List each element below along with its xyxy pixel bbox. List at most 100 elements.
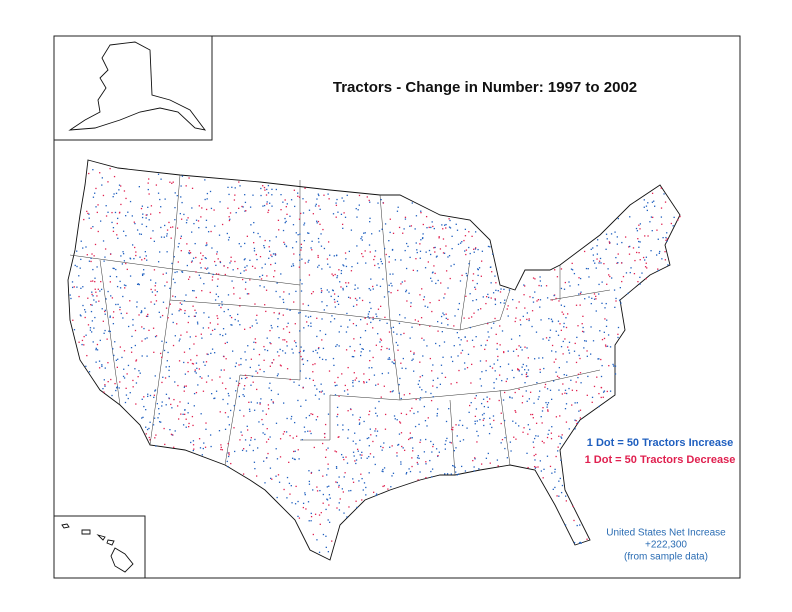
dot — [404, 280, 406, 282]
dot — [480, 385, 483, 387]
dot — [316, 198, 318, 200]
dot — [546, 406, 548, 408]
dot — [89, 327, 92, 329]
dot — [398, 226, 401, 229]
dot — [415, 242, 417, 244]
dot — [305, 315, 307, 317]
dot — [392, 390, 394, 392]
dot — [325, 359, 327, 361]
dot — [241, 449, 244, 452]
dot — [273, 312, 275, 314]
dot — [250, 401, 252, 403]
dot — [409, 410, 411, 412]
dot — [198, 205, 200, 207]
dot — [161, 405, 163, 407]
dot — [150, 288, 152, 291]
dot — [253, 341, 255, 343]
dot — [278, 312, 281, 314]
dot — [204, 198, 206, 201]
dot — [318, 398, 320, 400]
dot — [312, 379, 314, 381]
dot — [560, 345, 563, 348]
dot — [254, 467, 256, 470]
dot — [481, 414, 484, 416]
dot — [86, 254, 88, 256]
dot — [419, 257, 421, 259]
dot — [544, 386, 546, 388]
dot — [361, 454, 363, 456]
dot — [406, 300, 408, 302]
dot — [335, 451, 338, 453]
dot — [93, 299, 95, 301]
dot — [369, 217, 371, 219]
dot — [220, 448, 222, 451]
dots — [69, 167, 681, 553]
dot — [141, 326, 143, 328]
dot — [576, 402, 578, 404]
dot — [482, 296, 484, 298]
dot — [111, 211, 113, 214]
dot — [170, 226, 172, 229]
dot — [280, 273, 282, 275]
dot — [476, 282, 478, 285]
dot — [239, 297, 241, 299]
dot — [535, 453, 537, 456]
dot — [207, 327, 210, 329]
dot — [227, 452, 229, 454]
dot — [397, 349, 399, 351]
dot — [165, 366, 167, 368]
dot — [546, 436, 549, 439]
dot — [526, 312, 529, 314]
dot — [618, 299, 621, 301]
dot — [119, 308, 121, 311]
dot — [639, 241, 641, 243]
dot — [485, 296, 488, 298]
dot — [533, 465, 536, 468]
dot — [476, 430, 478, 433]
dot — [207, 353, 209, 356]
dot — [322, 475, 324, 477]
dot — [155, 445, 157, 447]
dot — [250, 384, 252, 386]
dot — [215, 273, 218, 275]
dot — [186, 243, 188, 245]
dot — [310, 413, 312, 415]
dot — [232, 269, 234, 271]
dot — [383, 247, 386, 250]
dot — [465, 249, 468, 251]
dot — [316, 352, 319, 354]
dot — [366, 196, 368, 198]
dot — [319, 356, 321, 359]
dot — [609, 275, 611, 278]
dot — [427, 261, 429, 263]
dot — [422, 299, 425, 301]
dot — [147, 313, 149, 316]
dot — [245, 210, 247, 212]
dot — [203, 312, 205, 314]
dot — [381, 449, 383, 451]
dot — [569, 285, 571, 287]
dot — [195, 296, 197, 299]
dot — [298, 458, 300, 460]
dot — [518, 301, 520, 303]
dot — [340, 325, 342, 327]
dot — [123, 377, 126, 379]
dot — [336, 254, 338, 256]
dot — [647, 202, 649, 204]
dot — [413, 370, 415, 372]
dot — [157, 192, 160, 194]
dot — [204, 364, 206, 366]
dot — [601, 281, 603, 283]
dot — [291, 457, 294, 459]
dot — [355, 500, 357, 502]
dot — [465, 272, 467, 275]
dot — [488, 336, 490, 338]
dot — [159, 198, 161, 201]
dot — [390, 486, 392, 488]
dot — [195, 362, 198, 364]
dot — [187, 217, 189, 219]
dot — [165, 393, 168, 395]
dot — [124, 287, 126, 289]
dot — [202, 255, 204, 257]
dot — [344, 384, 346, 387]
